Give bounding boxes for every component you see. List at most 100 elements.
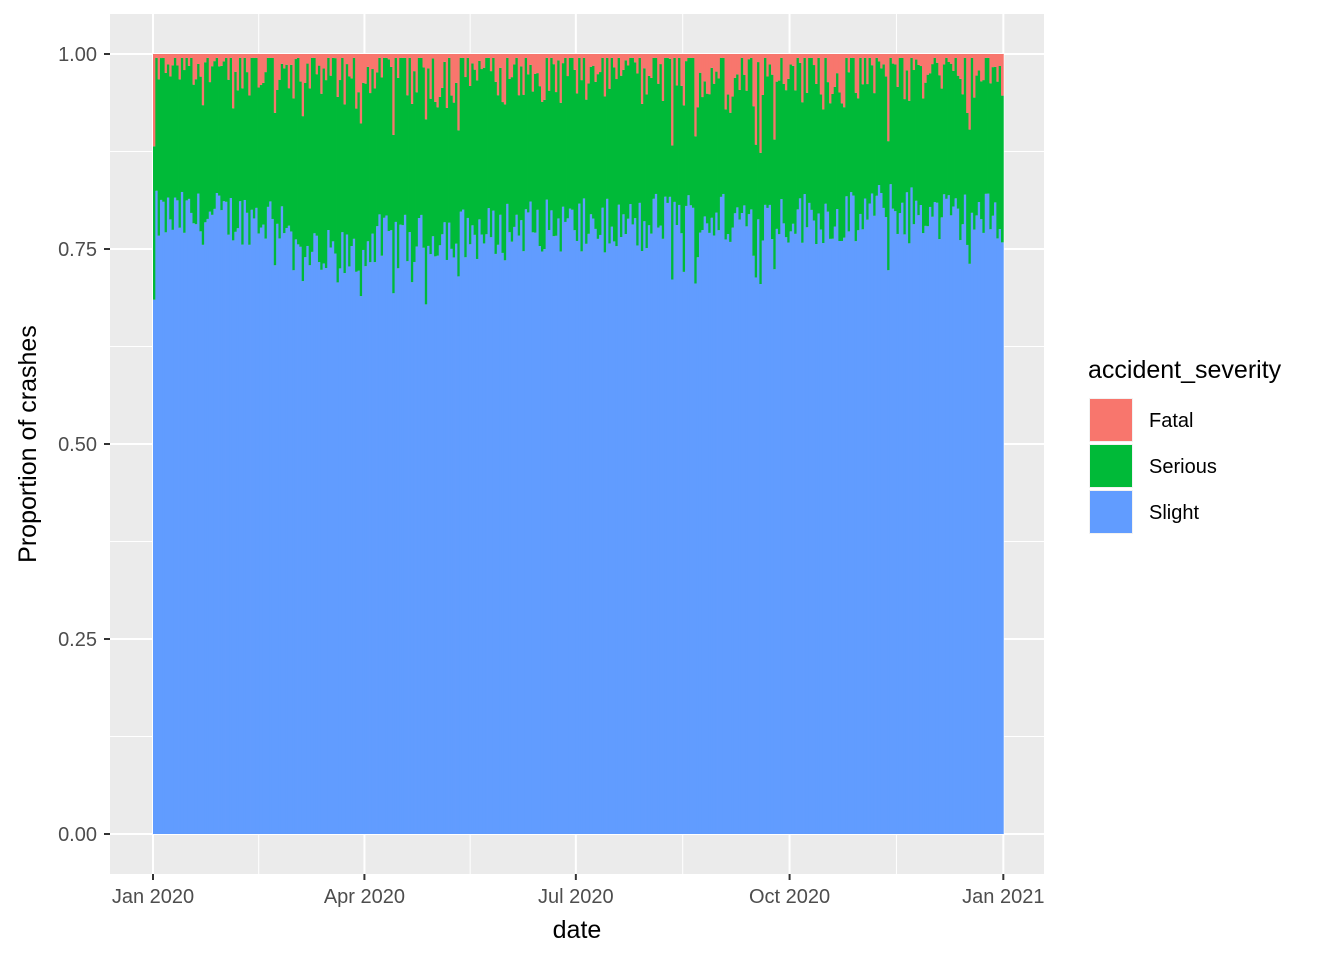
bar-fatal	[394, 54, 398, 58]
bar-serious	[543, 99, 547, 250]
bar-serious	[197, 63, 200, 194]
bar-fatal	[176, 54, 179, 66]
bar-serious	[301, 116, 305, 282]
bar-fatal	[155, 54, 159, 58]
bar-slight	[599, 234, 602, 835]
bar-serious	[919, 66, 923, 206]
bar-fatal	[162, 54, 166, 58]
bar-fatal	[494, 54, 498, 82]
bar-serious	[234, 71, 238, 232]
bar-slight	[389, 230, 393, 835]
bar-slight	[817, 213, 821, 834]
bar-slight	[824, 203, 828, 834]
bar-serious	[415, 92, 419, 247]
bar-serious	[410, 103, 414, 283]
bar-serious	[791, 65, 795, 224]
bar-slight	[568, 208, 572, 834]
bar-serious	[647, 75, 651, 226]
bar-serious	[687, 57, 691, 196]
bar-slight	[963, 194, 967, 834]
bar-fatal	[424, 54, 428, 120]
bar-fatal	[794, 54, 797, 91]
bar-slight	[350, 246, 354, 834]
bar-fatal	[942, 54, 946, 65]
bar-fatal	[959, 54, 962, 79]
bar-serious	[884, 76, 888, 218]
bar-fatal	[566, 54, 570, 77]
bar-serious	[775, 81, 779, 229]
bar-serious	[817, 57, 821, 214]
bar-slight	[438, 245, 442, 835]
bar-slight	[877, 185, 881, 834]
bar-slight	[466, 217, 470, 834]
bar-fatal	[696, 54, 700, 108]
bar-fatal	[306, 54, 310, 64]
bar-serious	[587, 83, 591, 234]
bar-slight	[436, 255, 440, 834]
bar-fatal	[610, 54, 614, 58]
bar-fatal	[420, 54, 423, 58]
bar-serious	[643, 68, 646, 222]
bar-fatal	[587, 54, 591, 84]
bar-fatal	[889, 54, 893, 58]
bar-slight	[952, 206, 955, 835]
bar-serious	[480, 69, 484, 235]
bar-serious	[926, 74, 930, 227]
bar-serious	[940, 88, 944, 218]
bar-slight	[359, 296, 363, 835]
bar-fatal	[550, 54, 554, 58]
bar-slight	[594, 228, 598, 835]
bar-slight	[687, 195, 691, 834]
bar-slight	[294, 239, 298, 835]
bar-fatal	[938, 54, 941, 76]
daily-bars	[153, 54, 1004, 835]
bar-serious	[355, 108, 358, 272]
bar-slight	[898, 213, 902, 835]
bar-fatal	[996, 54, 1000, 82]
bar-serious	[243, 57, 247, 200]
bar-serious	[868, 57, 872, 204]
bar-fatal	[705, 54, 709, 94]
bar-fatal	[225, 54, 228, 58]
bar-fatal	[245, 54, 249, 73]
bar-serious	[536, 73, 540, 210]
bar-slight	[236, 228, 240, 834]
bar-fatal	[826, 54, 830, 83]
bar-slight	[320, 269, 323, 834]
bar-slight	[787, 242, 790, 835]
bar-fatal	[877, 54, 881, 62]
bar-slight	[698, 232, 702, 834]
bar-slight	[482, 243, 486, 834]
bar-slight	[343, 273, 347, 834]
bar-slight	[585, 243, 588, 834]
bar-slight	[733, 213, 737, 834]
bar-serious	[757, 62, 760, 220]
bar-serious	[933, 57, 937, 203]
bar-slight	[592, 218, 595, 834]
bar-fatal	[292, 54, 296, 99]
legend-label-slight: Slight	[1149, 502, 1199, 524]
bar-slight	[308, 265, 312, 834]
bar-serious	[448, 57, 451, 223]
bar-fatal	[757, 54, 760, 63]
bar-fatal	[276, 54, 279, 90]
bar-serious	[236, 90, 240, 229]
bar-fatal	[791, 54, 795, 66]
bar-slight	[791, 223, 795, 834]
bar-slight	[176, 200, 179, 834]
bar-slight	[441, 234, 444, 834]
bar-slight	[329, 247, 333, 834]
bar-fatal	[280, 54, 284, 64]
bar-slight	[975, 215, 979, 834]
bar-serious	[601, 57, 605, 208]
bar-fatal	[903, 54, 907, 100]
bar-serious	[278, 79, 282, 239]
bar-slight	[743, 205, 746, 834]
bar-serious	[327, 57, 330, 230]
bar-fatal	[236, 54, 240, 91]
bar-slight	[738, 219, 742, 834]
bar-serious	[682, 105, 686, 272]
bar-slight	[185, 200, 189, 835]
bar-slight	[603, 252, 607, 835]
bar-slight	[701, 230, 705, 834]
